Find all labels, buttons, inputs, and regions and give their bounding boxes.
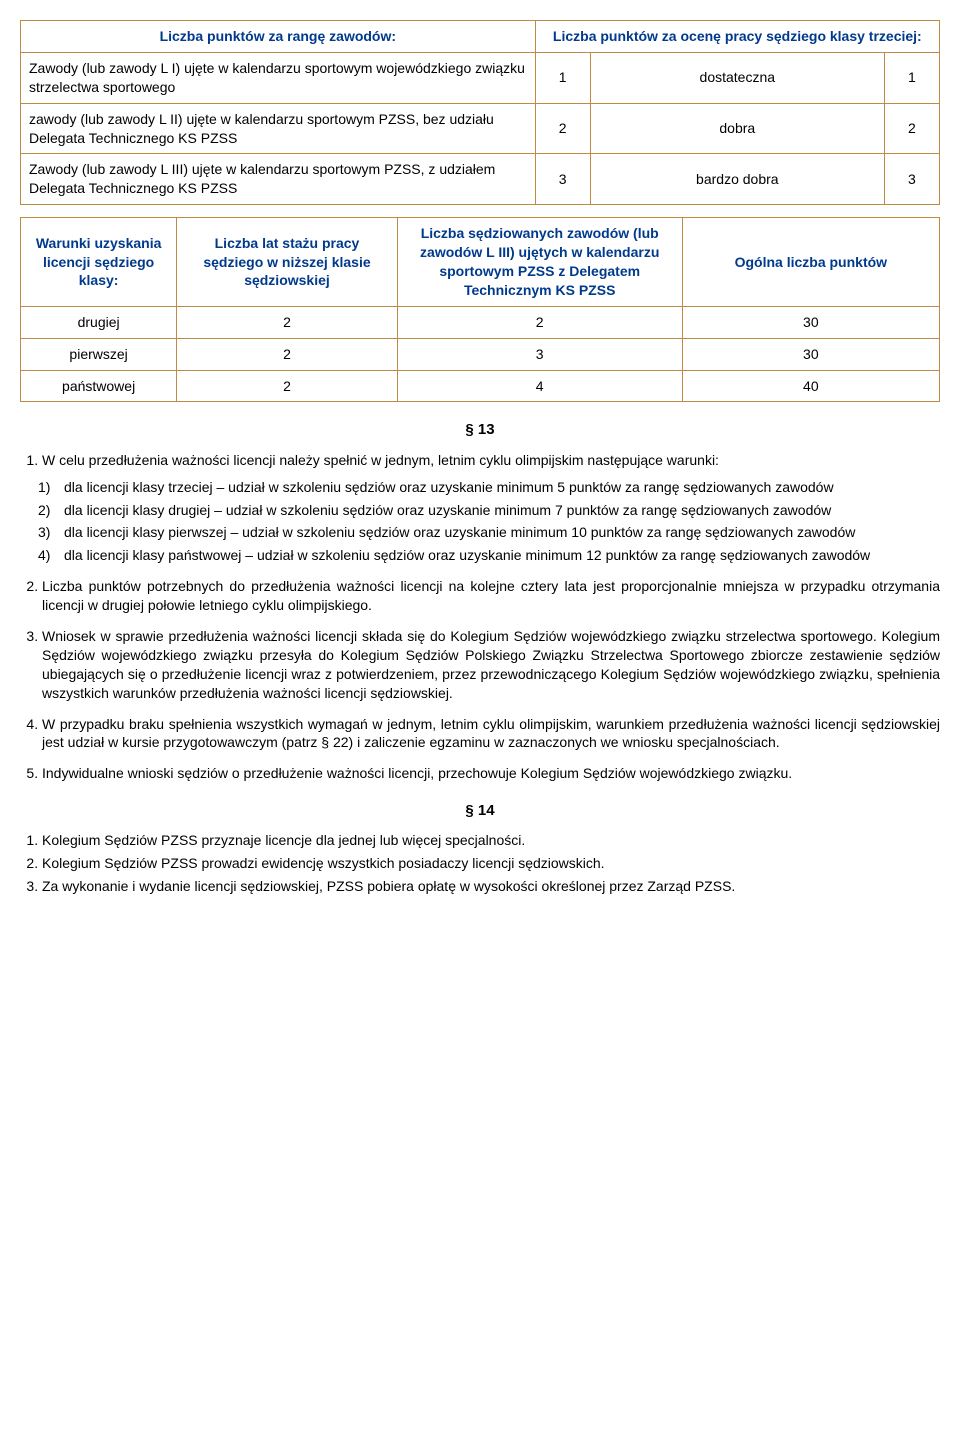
cell: 30	[682, 306, 939, 338]
cell-grade-pts: 3	[884, 154, 939, 205]
cell: 30	[682, 338, 939, 370]
list-item: W celu przedłużenia ważności licencji na…	[42, 451, 940, 565]
cell-desc: Zawody (lub zawody L I) ujęte w kalendar…	[21, 52, 536, 103]
table-row: drugiej 2 2 30	[21, 306, 940, 338]
cell-pts: 2	[535, 103, 590, 154]
table-row: zawody (lub zawody L II) ujęte w kalenda…	[21, 103, 940, 154]
list-item: Kolegium Sędziów PZSS prowadzi ewidencję…	[42, 854, 940, 873]
section-13-title: § 13	[20, 420, 940, 440]
list-item: dla licencji klasy trzeciej – udział w s…	[64, 478, 940, 497]
list-item: Kolegium Sędziów PZSS przyznaje licencje…	[42, 831, 940, 850]
t2-h3: Liczba sędziowanych zawodów (lub zawodów…	[397, 218, 682, 307]
cell-desc: zawody (lub zawody L II) ujęte w kalenda…	[21, 103, 536, 154]
cell: państwowej	[21, 370, 177, 402]
sublist: dla licencji klasy trzeciej – udział w s…	[42, 478, 940, 566]
cell: 2	[177, 338, 398, 370]
item-text: W celu przedłużenia ważności licencji na…	[42, 452, 719, 468]
cell-grade: dobra	[590, 103, 884, 154]
cell: 3	[397, 338, 682, 370]
cell: pierwszej	[21, 338, 177, 370]
cell-pts: 1	[535, 52, 590, 103]
table-license-conditions: Warunki uzyskania licencji sędziego klas…	[20, 217, 940, 402]
list-item: Za wykonanie i wydanie licencji sędziows…	[42, 877, 940, 896]
cell-grade-pts: 2	[884, 103, 939, 154]
cell: 2	[177, 370, 398, 402]
cell: 4	[397, 370, 682, 402]
table-row: pierwszej 2 3 30	[21, 338, 940, 370]
section-14-title: § 14	[20, 801, 940, 821]
list-item: dla licencji klasy państwowej – udział w…	[64, 546, 940, 565]
list-item: dla licencji klasy pierwszej – udział w …	[64, 523, 940, 542]
list-item: Indywidualne wnioski sędziów o przedłuże…	[42, 764, 940, 783]
table1-header-right: Liczba punktów za ocenę pracy sędziego k…	[535, 21, 939, 53]
table-row: Zawody (lub zawody L I) ujęte w kalendar…	[21, 52, 940, 103]
cell-grade-pts: 1	[884, 52, 939, 103]
cell: drugiej	[21, 306, 177, 338]
list-item: dla licencji klasy drugiej – udział w sz…	[64, 501, 940, 520]
cell-grade: dostateczna	[590, 52, 884, 103]
cell-desc: Zawody (lub zawody L III) ujęte w kalend…	[21, 154, 536, 205]
section-13-list: W celu przedłużenia ważności licencji na…	[20, 451, 940, 783]
table-row: Zawody (lub zawody L III) ujęte w kalend…	[21, 154, 940, 205]
list-item: Wniosek w sprawie przedłużenia ważności …	[42, 627, 940, 703]
t2-h1: Warunki uzyskania licencji sędziego klas…	[21, 218, 177, 307]
t2-h2: Liczba lat stażu pracy sędziego w niższe…	[177, 218, 398, 307]
list-item: Liczba punktów potrzebnych do przedłużen…	[42, 577, 940, 615]
section-14-list: Kolegium Sędziów PZSS przyznaje licencje…	[20, 831, 940, 896]
cell-pts: 3	[535, 154, 590, 205]
table-row: Liczba punktów za rangę zawodów: Liczba …	[21, 21, 940, 53]
t2-h4: Ogólna liczba punktów	[682, 218, 939, 307]
table-row: Warunki uzyskania licencji sędziego klas…	[21, 218, 940, 307]
cell: 40	[682, 370, 939, 402]
table-points-rank: Liczba punktów za rangę zawodów: Liczba …	[20, 20, 940, 205]
table-row: państwowej 2 4 40	[21, 370, 940, 402]
cell: 2	[397, 306, 682, 338]
cell: 2	[177, 306, 398, 338]
list-item: W przypadku braku spełnienia wszystkich …	[42, 715, 940, 753]
cell-grade: bardzo dobra	[590, 154, 884, 205]
table1-header-left: Liczba punktów za rangę zawodów:	[21, 21, 536, 53]
